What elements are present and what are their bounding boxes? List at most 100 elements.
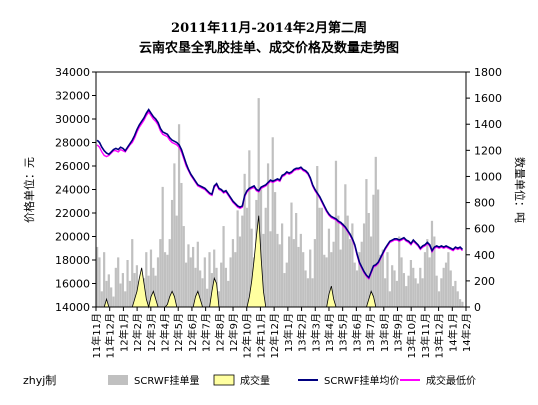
- volume-bar: [341, 223, 345, 307]
- volume-bar: [107, 274, 110, 307]
- x-tick-label: 14年1月: [446, 313, 459, 352]
- volume-bar: [262, 233, 265, 307]
- volume-bar: [224, 267, 228, 307]
- x-tick-label: 12年6月: [186, 313, 199, 352]
- volume-bar: [377, 189, 380, 307]
- volume-bar: [105, 280, 108, 307]
- x-tick-label: 11年12月: [104, 313, 117, 358]
- volume-bar: [330, 252, 333, 307]
- volume-bar: [302, 252, 305, 307]
- legend-label: SCRWF挂单量: [134, 374, 200, 387]
- left-tick-label: 26000: [55, 160, 90, 173]
- volume-bar: [238, 236, 242, 307]
- volume-bar: [112, 296, 115, 307]
- volume-bar: [435, 275, 438, 307]
- chart-title: 2011年11月-2014年2月第二周: [171, 20, 367, 36]
- volume-bar: [114, 267, 117, 307]
- x-tick-label: 13年8月: [378, 313, 391, 352]
- volume-bar: [124, 291, 127, 307]
- volume-bar: [222, 226, 225, 307]
- legend-label: 成交最低价: [426, 374, 476, 387]
- x-tick-label: 13年10月: [405, 313, 418, 358]
- volume-bar: [177, 124, 181, 307]
- right-tick-label: 1800: [474, 66, 502, 79]
- volume-bar: [189, 257, 192, 307]
- volume-bar: [192, 246, 195, 307]
- volume-bar: [379, 254, 382, 307]
- volume-bar: [456, 291, 459, 307]
- volume-bar: [327, 228, 331, 307]
- volume-bar: [103, 252, 106, 307]
- left-axis-ticks: 14000 16000 18000 20000 22000 24000 26000 28000…: [55, 66, 96, 314]
- volume-bar: [180, 182, 183, 307]
- x-tick-label: 13年12月: [433, 313, 446, 358]
- volume-bar: [372, 194, 375, 307]
- volume-bar: [184, 262, 188, 307]
- legend: zhyj制 SCRWF挂单量 成交量 SCRWF挂单均价 成交最低价: [23, 374, 476, 387]
- right-tick-label: 600: [474, 223, 495, 236]
- volume-bar: [458, 299, 462, 307]
- volume-bar: [273, 192, 277, 307]
- volume-bar: [248, 150, 251, 307]
- left-tick-label: 20000: [55, 231, 90, 244]
- right-tick-label: 1000: [474, 170, 502, 183]
- x-tick-label: 14年2月: [460, 313, 473, 352]
- volume-bar: [119, 283, 122, 307]
- legend-label: SCRWF挂单均价: [324, 374, 400, 387]
- x-tick-label: 13年5月: [337, 313, 350, 352]
- volume-bar: [451, 286, 455, 307]
- x-tick-label: 12年4月: [159, 313, 172, 352]
- volume-bar: [168, 239, 171, 307]
- volume-bar: [398, 236, 401, 307]
- right-tick-label: 400: [474, 249, 495, 262]
- x-tick-label: 12年3月: [145, 313, 158, 352]
- legend-swatch: [108, 375, 128, 385]
- x-tick-label: 13年11月: [419, 313, 432, 358]
- volume-bar: [447, 252, 450, 307]
- volume-bar: [374, 156, 377, 307]
- x-tick-label: 13年4月: [323, 313, 336, 352]
- x-tick-label: 13年7月: [364, 313, 377, 352]
- right-axis-ticks: 0 200 400 600 800 1000 1200 1400 1600 1800: [466, 66, 502, 314]
- volume-bar: [346, 215, 349, 307]
- volume-bar: [154, 275, 157, 307]
- right-axis-label: 数量单位：吨: [513, 157, 527, 223]
- volume-bar: [405, 286, 408, 307]
- x-tick-label: 13年6月: [350, 313, 363, 352]
- volume-bar: [402, 273, 405, 307]
- x-tick-label: 12年11月: [254, 313, 267, 358]
- right-tick-label: 1400: [474, 118, 502, 131]
- volume-bar: [147, 275, 150, 307]
- volume-bar: [128, 280, 131, 307]
- volume-bar: [149, 249, 153, 307]
- volume-bar: [208, 252, 211, 307]
- left-tick-label: 34000: [55, 66, 90, 79]
- left-tick-label: 30000: [55, 113, 90, 126]
- volume-bar: [163, 252, 167, 307]
- volume-bar: [217, 291, 220, 307]
- volume-bar: [393, 270, 396, 307]
- volume-bar: [236, 210, 239, 307]
- volume-bar: [152, 267, 155, 307]
- volume-bar: [245, 207, 249, 307]
- volume-bar: [283, 273, 286, 307]
- volume-bar: [444, 262, 448, 307]
- volume-bar: [194, 267, 197, 307]
- legend-swatch: [213, 374, 235, 386]
- volume-bars: [96, 98, 464, 307]
- volume-bar: [323, 254, 326, 307]
- volume-bar: [227, 280, 230, 307]
- left-tick-label: 16000: [55, 278, 90, 291]
- right-tick-label: 0: [474, 301, 481, 314]
- volume-bar: [135, 265, 139, 307]
- avg-price-line: [96, 108, 464, 280]
- volume-bar: [334, 160, 338, 307]
- x-tick-label: 12年10月: [241, 313, 254, 358]
- volume-bar: [133, 273, 136, 307]
- volume-bar: [381, 249, 384, 307]
- x-tick-label: 12年5月: [172, 313, 185, 352]
- volume-bar: [196, 241, 199, 307]
- x-tick-label: 12年1月: [117, 313, 130, 352]
- volume-bar: [430, 220, 434, 307]
